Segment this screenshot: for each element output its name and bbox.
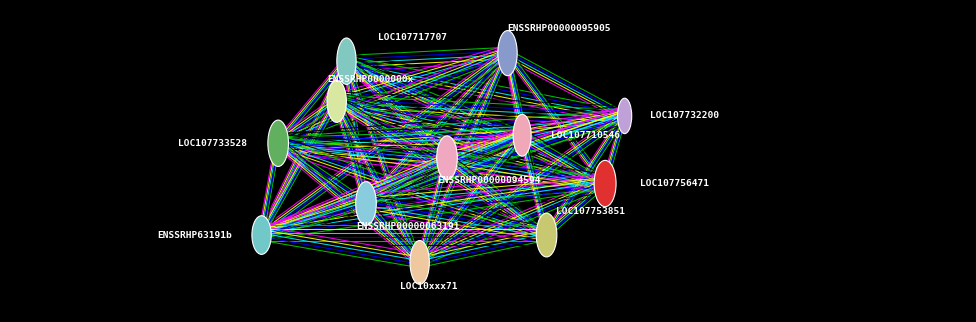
Text: LOC107710546: LOC107710546: [551, 131, 621, 140]
Text: LOC107717707: LOC107717707: [378, 33, 447, 42]
Text: LOC107753851: LOC107753851: [556, 207, 626, 216]
Ellipse shape: [355, 182, 377, 225]
Ellipse shape: [498, 31, 517, 76]
Text: ENSSRHP63191b: ENSSRHP63191b: [157, 231, 232, 240]
Text: LOC107732200: LOC107732200: [650, 111, 719, 120]
Ellipse shape: [410, 241, 429, 284]
Ellipse shape: [594, 160, 616, 207]
Ellipse shape: [267, 120, 289, 166]
Text: ENSSRHP0000000x: ENSSRHP0000000x: [327, 75, 413, 84]
Text: LOC10xxx71: LOC10xxx71: [400, 282, 458, 291]
Text: LOC107733528: LOC107733528: [178, 139, 247, 148]
Text: ENSSRHP00000063191: ENSSRHP00000063191: [356, 222, 460, 231]
Text: LOC107756471: LOC107756471: [640, 179, 710, 188]
Ellipse shape: [436, 136, 458, 180]
Ellipse shape: [618, 98, 631, 134]
Ellipse shape: [252, 216, 271, 254]
Ellipse shape: [327, 80, 346, 122]
Ellipse shape: [513, 114, 531, 156]
Ellipse shape: [536, 213, 557, 257]
Text: ENSSRHP00000094594: ENSSRHP00000094594: [437, 176, 541, 185]
Ellipse shape: [337, 38, 356, 84]
Text: ENSSRHP00000095905: ENSSRHP00000095905: [508, 24, 611, 33]
